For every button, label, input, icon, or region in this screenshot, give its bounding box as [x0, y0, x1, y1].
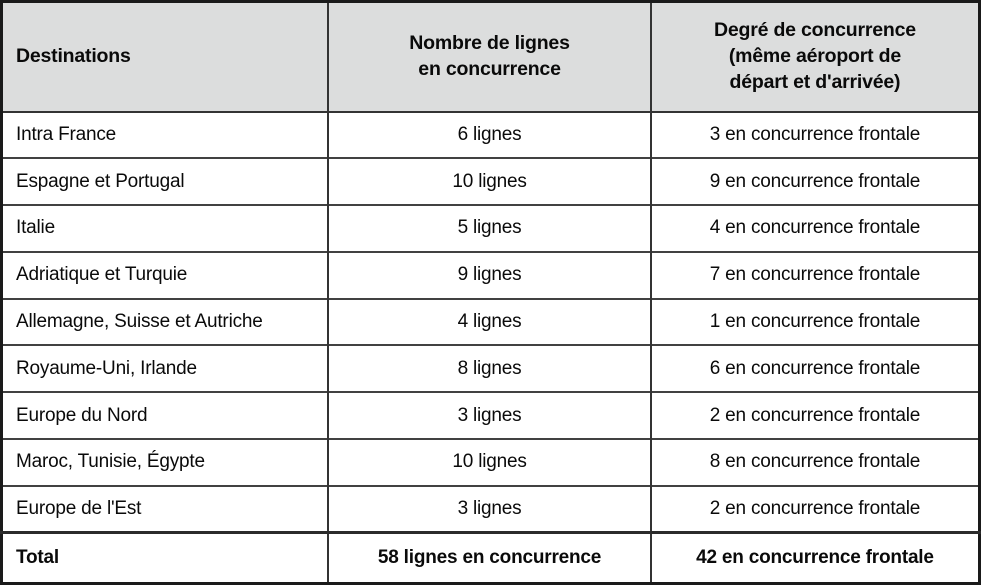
cell-destination: Maroc, Tunisie, Égypte	[1, 437, 329, 486]
cell-lines: 3 lignes	[327, 391, 651, 439]
cell-frontal: 6 en concurrence frontale	[649, 344, 980, 393]
cell-frontal: 2 en concurrence frontale	[649, 484, 980, 533]
cell-lines: 4 lignes	[327, 297, 651, 346]
table-row: Italie 5 lignes 4 en concurrence frontal…	[1, 204, 980, 252]
table-row: Europe du Nord 3 lignes 2 en concurrence…	[1, 391, 980, 439]
table-row: Intra France 6 lignes 3 en concurrence f…	[2, 111, 980, 159]
header-degree: Degré de concurrence (même aéroport de d…	[649, 1, 980, 113]
cell-frontal: 1 en concurrence frontale	[649, 297, 980, 346]
cell-frontal: 9 en concurrence frontale	[649, 157, 980, 206]
table-row: Maroc, Tunisie, Égypte 10 lignes 8 en co…	[1, 437, 980, 486]
cell-lines: 10 lignes	[327, 437, 651, 486]
total-frontal: 42 en concurrence frontale	[649, 531, 980, 584]
cell-lines: 6 lignes	[327, 111, 651, 159]
cell-frontal: 4 en concurrence frontale	[649, 204, 980, 252]
cell-destination: Allemagne, Suisse et Autriche	[1, 297, 329, 346]
table-row: Royaume-Uni, Irlande 8 lignes 6 en concu…	[1, 344, 980, 393]
header-lines-count: Nombre de lignes en concurrence	[327, 1, 651, 113]
total-row: Total 58 lignes en concurrence 42 en con…	[1, 531, 980, 584]
cell-destination: Adriatique et Turquie	[1, 250, 329, 299]
cell-lines: 5 lignes	[327, 204, 651, 252]
cell-frontal: 7 en concurrence frontale	[649, 250, 980, 299]
cell-destination: Europe du Nord	[1, 391, 329, 439]
cell-lines: 8 lignes	[327, 344, 651, 393]
table-row: Allemagne, Suisse et Autriche 4 lignes 1…	[1, 297, 980, 346]
cell-lines: 3 lignes	[327, 484, 651, 533]
cell-destination: Espagne et Portugal	[1, 157, 329, 206]
total-label: Total	[1, 531, 329, 584]
table-row: Europe de l'Est 3 lignes 2 en concurrenc…	[1, 484, 980, 533]
cell-destination: Intra France	[16, 123, 117, 145]
cell-destination: Europe de l'Est	[1, 484, 329, 533]
cell-destination: Italie	[1, 204, 329, 252]
header-destinations: Destinations	[1, 1, 329, 113]
cell-destination: Royaume-Uni, Irlande	[1, 344, 329, 393]
cell-lines: 10 lignes	[327, 157, 651, 206]
total-lines: 58 lignes en concurrence	[327, 531, 651, 584]
cell-frontal: 8 en concurrence frontale	[649, 437, 980, 486]
cell-lines: 9 lignes	[327, 250, 651, 299]
table-row: Espagne et Portugal 10 lignes 9 en concu…	[1, 157, 980, 206]
table-row: Adriatique et Turquie 9 lignes 7 en conc…	[1, 250, 980, 299]
cell-frontal: 2 en concurrence frontale	[649, 391, 980, 439]
header-row: Destinations Nombre de lignes en concurr…	[1, 1, 980, 113]
cell-frontal: 3 en concurrence frontale	[649, 111, 980, 159]
